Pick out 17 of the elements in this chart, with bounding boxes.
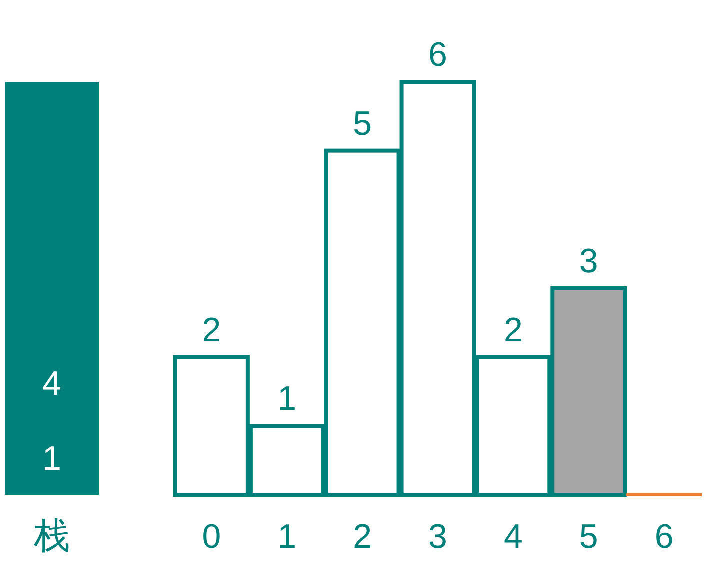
x-tick-label: 3 [428, 518, 448, 556]
bar [626, 494, 702, 496]
data-label: 5 [353, 104, 372, 143]
text: 4 [42, 365, 62, 403]
data-label: 2 [202, 311, 222, 350]
x-tick-label: 5 [579, 518, 598, 556]
text: 栈 [33, 515, 70, 556]
data-label: 6 [428, 36, 448, 74]
x-tick-label: 2 [353, 518, 372, 556]
x-tick-label: 6 [654, 518, 674, 556]
data-label: 2 [504, 311, 523, 350]
data-label: 1 [278, 380, 297, 418]
text: 1 [42, 440, 62, 478]
x-tick-label: 0 [202, 518, 222, 556]
x-tick-label: 4 [504, 518, 523, 556]
x-tick-label: 1 [278, 518, 297, 556]
data-label: 3 [579, 242, 598, 280]
